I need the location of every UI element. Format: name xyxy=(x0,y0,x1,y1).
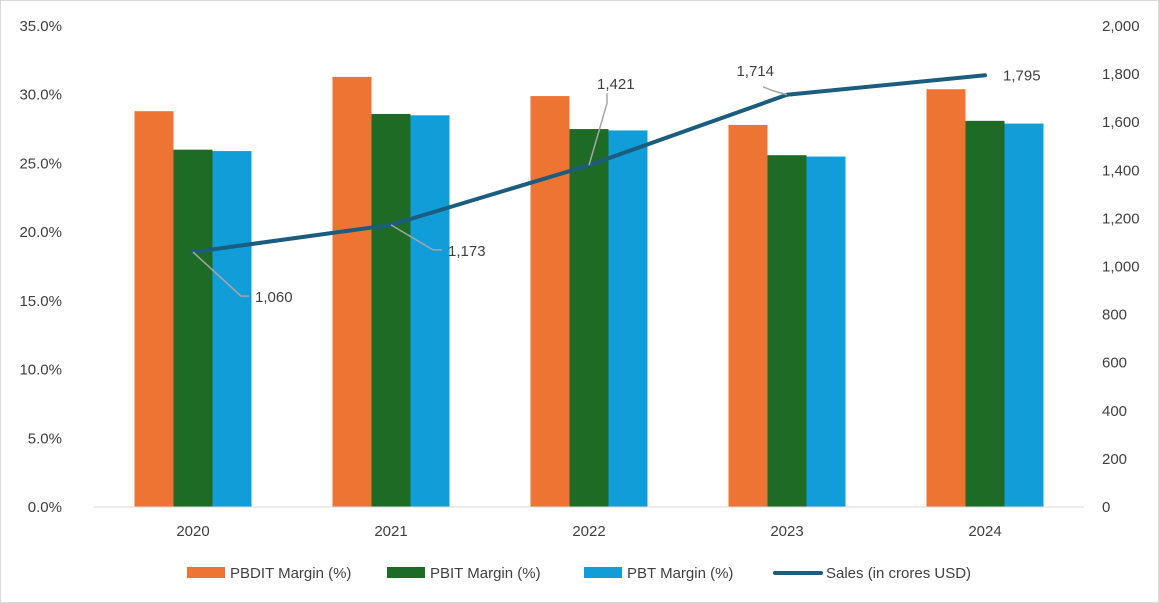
bar-pbt xyxy=(608,130,648,507)
bar-pbdit xyxy=(134,111,174,507)
left-axis-tick-label: 35.0% xyxy=(19,18,62,35)
left-axis-tick-label: 25.0% xyxy=(19,155,62,172)
left-axis-tick-label: 30.0% xyxy=(19,87,62,104)
legend-swatch xyxy=(187,567,225,578)
right-axis-tick-label: 1,400 xyxy=(1102,162,1140,179)
bar-pbdit xyxy=(926,89,966,508)
right-axis-tick-label: 600 xyxy=(1102,355,1127,372)
sales-data-label: 1,795 xyxy=(1003,67,1041,84)
data-label-leader-line xyxy=(192,251,249,297)
left-axis-tick-label: 5.0% xyxy=(28,430,62,447)
x-axis-tick-label: 2021 xyxy=(374,523,407,540)
right-axis-tick-label: 1,600 xyxy=(1102,114,1140,131)
right-axis-tick-label: 400 xyxy=(1102,403,1127,420)
bar-pbdit xyxy=(332,76,372,507)
sales-data-label: 1,173 xyxy=(448,243,486,260)
left-axis-tick-label: 20.0% xyxy=(19,224,62,241)
right-axis-tick-label: 1,800 xyxy=(1102,66,1140,83)
bar-pbt xyxy=(1004,123,1044,508)
legend-label: PBT Margin (%) xyxy=(627,565,733,582)
left-axis-tick-label: 15.0% xyxy=(19,293,62,310)
x-axis-tick-label: 2020 xyxy=(176,523,209,540)
sales-data-label: 1,421 xyxy=(597,76,635,93)
bar-pbit xyxy=(173,149,213,507)
sales-data-label: 1,714 xyxy=(736,63,774,80)
bar-pbit xyxy=(569,129,609,508)
bar-pbt xyxy=(212,151,252,507)
x-axis-tick-label: 2023 xyxy=(770,523,803,540)
right-axis-tick-label: 1,000 xyxy=(1102,259,1140,276)
right-axis-tick-label: 0 xyxy=(1102,499,1110,516)
bar-pbt xyxy=(410,115,450,507)
data-label-leader-line xyxy=(588,93,608,166)
bar-pbt xyxy=(806,156,846,508)
x-axis-tick-label: 2022 xyxy=(572,523,605,540)
x-axis-tick-label: 2024 xyxy=(968,523,1001,540)
bar-pbdit xyxy=(728,124,768,507)
legend-label: Sales (in crores USD) xyxy=(826,565,971,582)
bar-pbit xyxy=(965,120,1005,507)
left-axis-tick-label: 10.0% xyxy=(19,362,62,379)
sales-data-label: 1,060 xyxy=(255,289,293,306)
legend-swatch xyxy=(584,567,622,578)
data-label-leader-line xyxy=(762,86,788,96)
right-axis-tick-label: 200 xyxy=(1102,451,1127,468)
bar-pbdit xyxy=(530,96,570,508)
legend-label: PBDIT Margin (%) xyxy=(230,565,351,582)
right-axis-tick-label: 1,200 xyxy=(1102,210,1140,227)
data-label-leader-line xyxy=(390,224,442,251)
right-axis-tick-label: 800 xyxy=(1102,307,1127,324)
left-axis-tick-label: 0.0% xyxy=(28,499,62,516)
right-axis-tick-label: 2,000 xyxy=(1102,18,1140,35)
legend-label: PBIT Margin (%) xyxy=(430,565,541,582)
bar-pbit xyxy=(371,113,411,507)
bar-pbit xyxy=(767,155,807,507)
legend-swatch xyxy=(387,567,425,578)
